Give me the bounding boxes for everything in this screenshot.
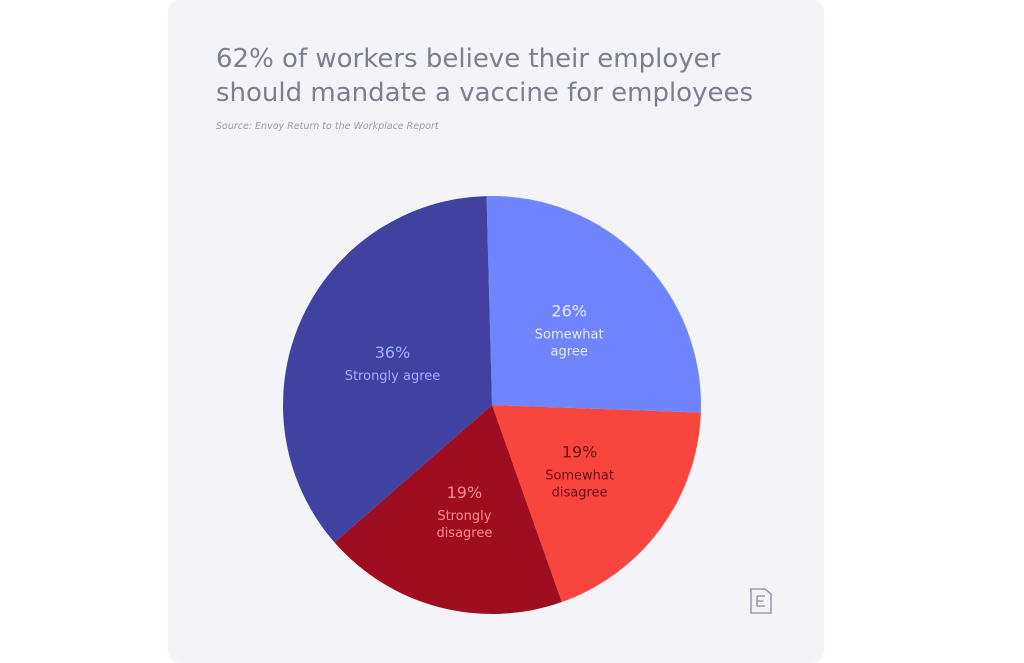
pie-slice-category-label: disagree xyxy=(436,526,492,541)
pie-slice-percent-label: 19% xyxy=(562,442,598,461)
pie-slice-somewhat-disagree xyxy=(492,405,701,603)
pie-slice-percent-label: 26% xyxy=(551,302,587,321)
chart-title-line-1: 62% of workers believe their employer xyxy=(216,44,721,74)
pie-slice-percent-label: 36% xyxy=(375,343,411,362)
envoy-e-logo-icon xyxy=(750,588,772,614)
pie-slice-category-label: agree xyxy=(551,345,588,360)
pie-slice-category-label: Somewhat xyxy=(545,468,614,483)
pie-slice-strongly-agree xyxy=(283,196,492,543)
pie-slice-somewhat-agree xyxy=(486,195,702,413)
chart-title-line-2: should mandate a vaccine for employees xyxy=(216,78,753,108)
pie-slice-strongly-disagree xyxy=(334,405,562,614)
pie-slice-category-label: Strongly xyxy=(437,509,491,524)
pie-slice-percent-label: 19% xyxy=(447,483,483,502)
pie-slice-category-label: disagree xyxy=(552,485,608,500)
chart-source: Source: Envoy Return to the Workplace Re… xyxy=(216,121,439,132)
chart-title: 62% of workers believe their employer sh… xyxy=(216,42,796,110)
pie-slice-category-label: Strongly agree xyxy=(345,369,441,384)
pie-slice-category-label: Somewhat xyxy=(535,328,604,343)
